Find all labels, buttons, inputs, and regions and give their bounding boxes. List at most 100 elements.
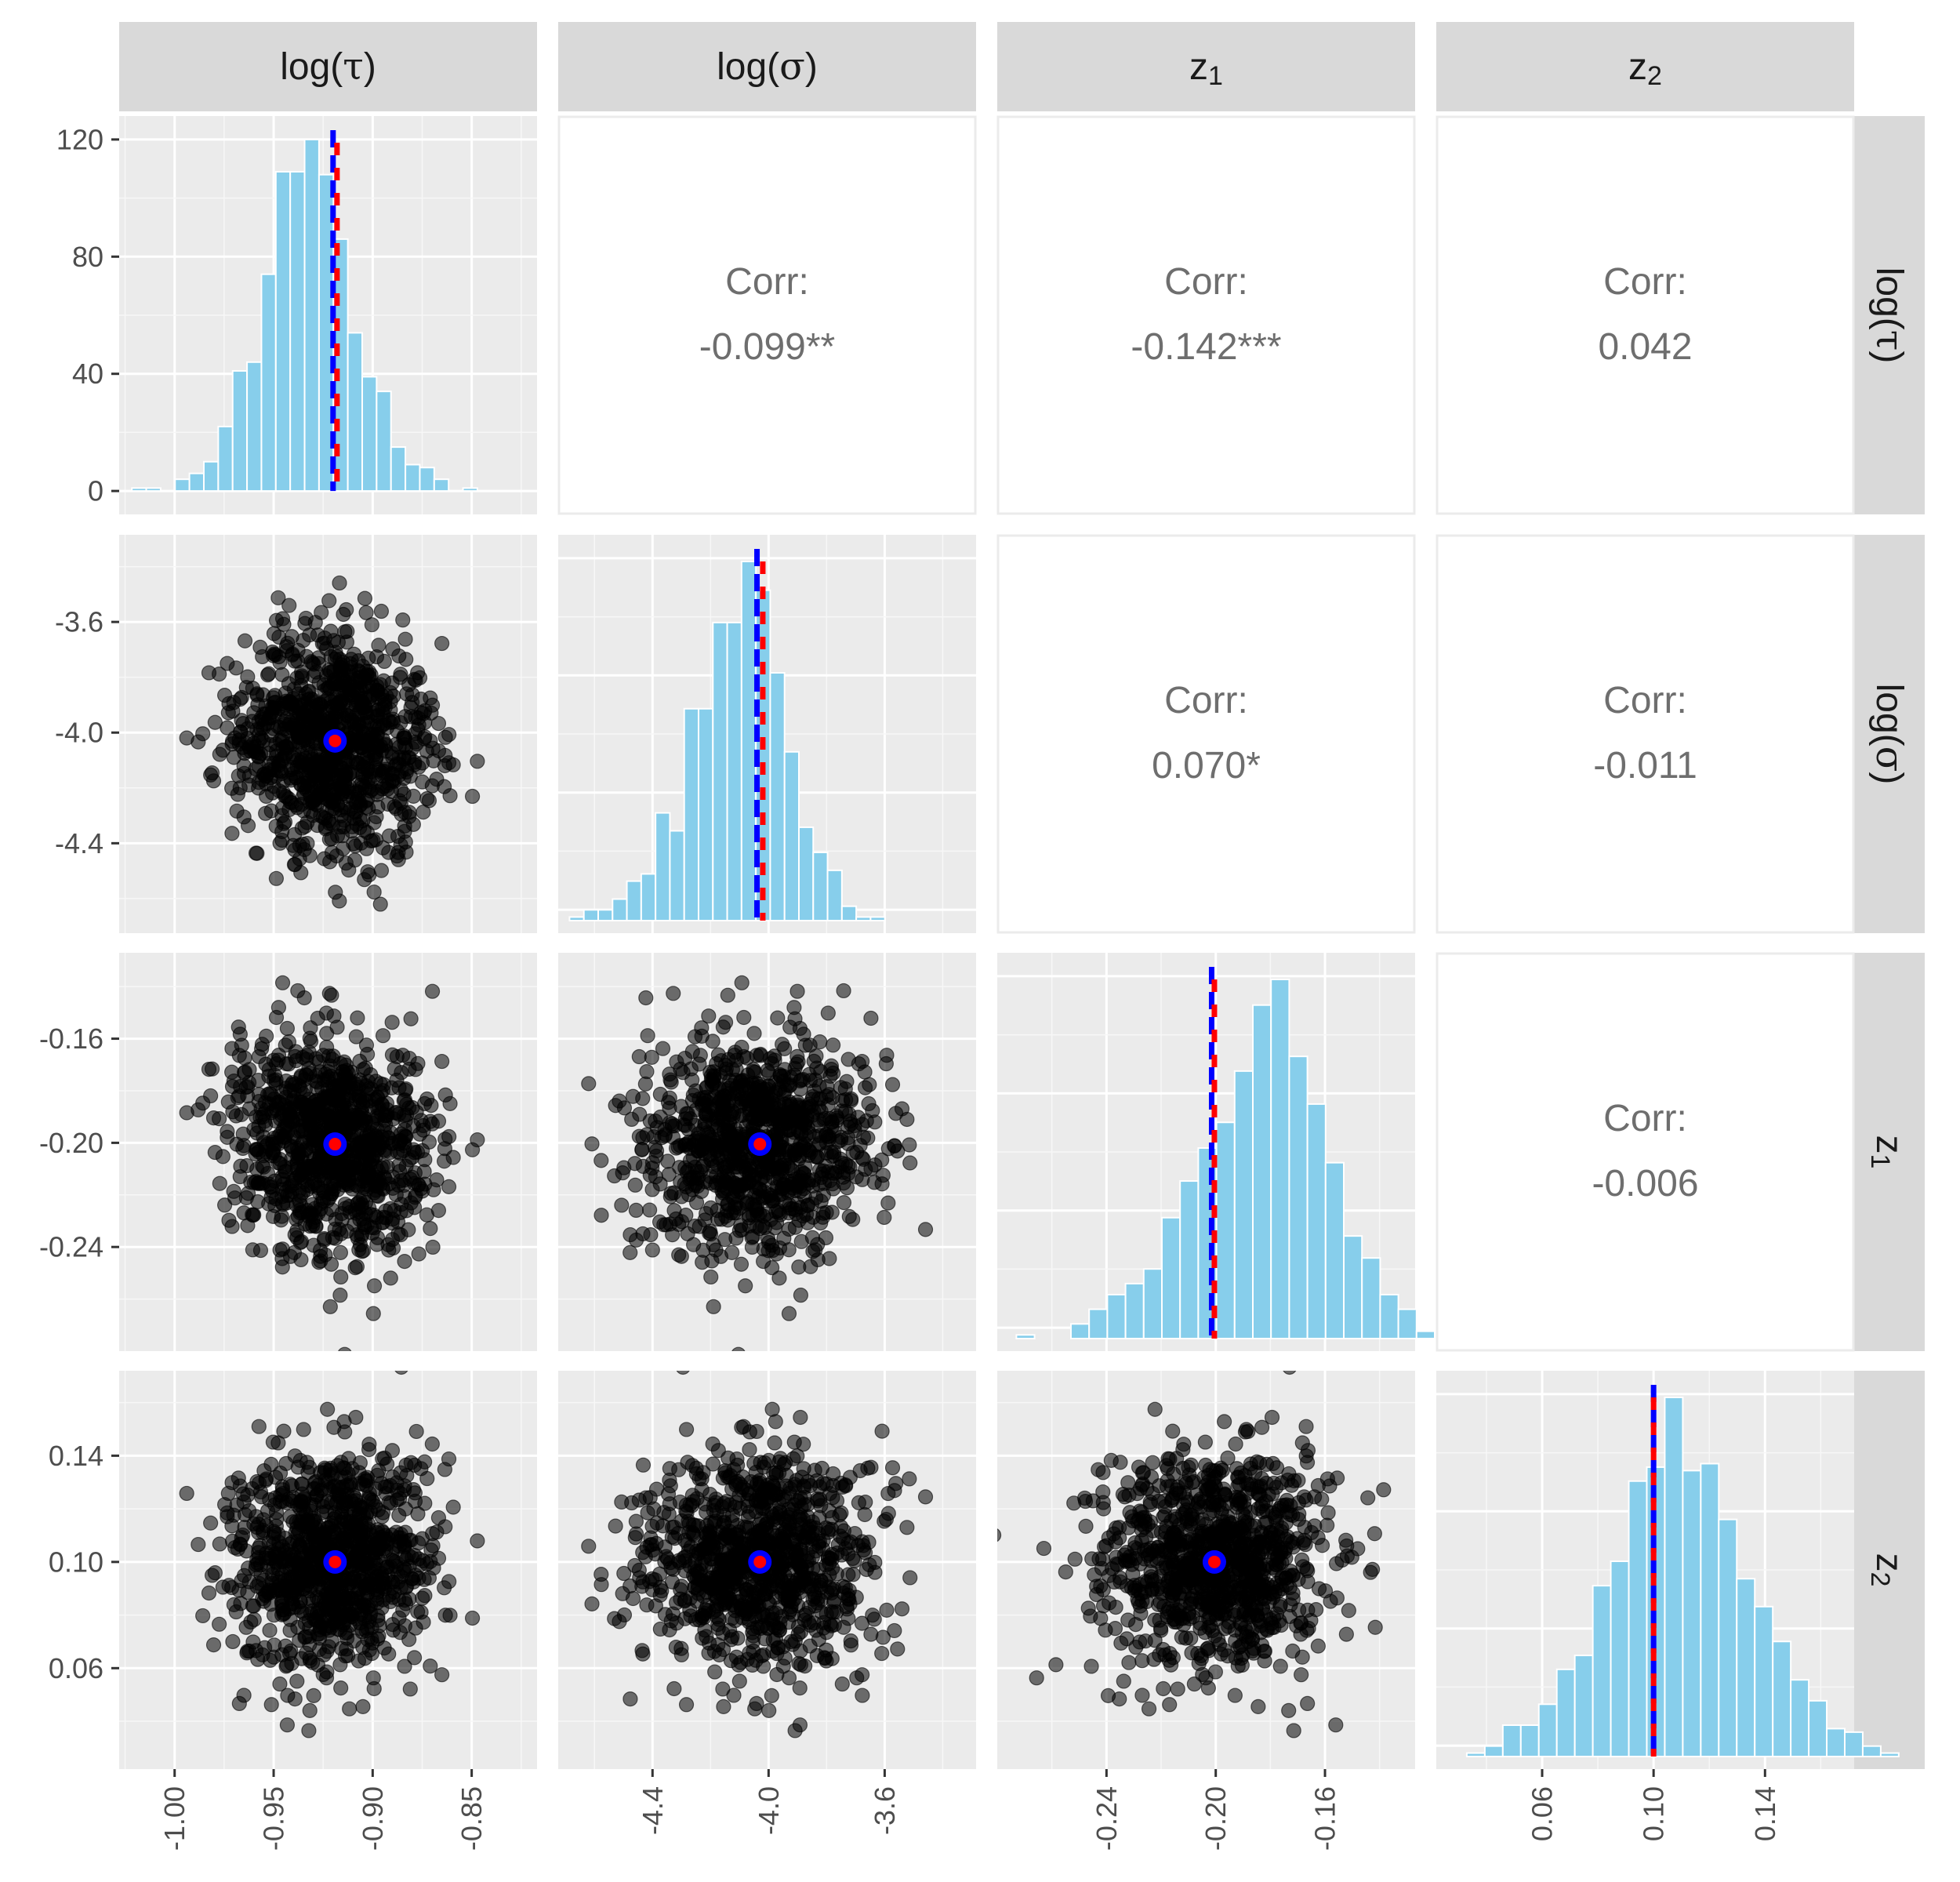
scatter-point bbox=[804, 1230, 820, 1245]
scatter-point bbox=[368, 1499, 383, 1514]
scatter-point bbox=[330, 634, 347, 650]
scatter-point bbox=[243, 1614, 259, 1630]
hist-bar bbox=[1288, 1055, 1308, 1339]
scatter-point bbox=[815, 1476, 831, 1491]
scatter-point bbox=[845, 1212, 861, 1227]
scatter-point bbox=[401, 1632, 417, 1648]
scatter-point bbox=[781, 1306, 797, 1321]
scatter-point bbox=[391, 1135, 407, 1152]
scatter-point bbox=[232, 780, 248, 796]
scatter-point bbox=[369, 1584, 386, 1600]
scatter-point bbox=[304, 756, 321, 772]
hist-bar bbox=[1252, 1004, 1272, 1339]
scatter-point bbox=[410, 1506, 426, 1522]
scatter-point bbox=[385, 1622, 401, 1638]
scatter-point bbox=[383, 1270, 398, 1286]
scatter-point bbox=[411, 1570, 426, 1586]
scatter-point bbox=[634, 1643, 650, 1659]
scatter-point bbox=[593, 1577, 609, 1593]
scatter-point bbox=[265, 1434, 281, 1450]
scatter-point bbox=[766, 1124, 782, 1139]
scatter-point bbox=[324, 987, 339, 1003]
scatter-point bbox=[369, 1467, 385, 1483]
scatter-point bbox=[363, 1207, 379, 1223]
scatter-point bbox=[252, 639, 268, 656]
right-strip-logsigma bbox=[1854, 535, 1925, 933]
hist-bar bbox=[1106, 1293, 1127, 1339]
scatter-point bbox=[429, 1172, 445, 1188]
hist-bar bbox=[202, 460, 220, 492]
scatter-point bbox=[372, 896, 388, 912]
scatter-point bbox=[745, 1634, 760, 1650]
scatter-point bbox=[797, 1658, 813, 1674]
scatter-point bbox=[608, 1098, 623, 1114]
scatter-point bbox=[273, 1212, 289, 1228]
hist-bar bbox=[1361, 1257, 1381, 1340]
scatter-point bbox=[334, 1575, 350, 1590]
scatter-point bbox=[361, 1441, 377, 1458]
scatter-point bbox=[298, 610, 314, 627]
scatter-point bbox=[336, 1498, 351, 1513]
scatter-point bbox=[389, 1492, 405, 1508]
scatter-point bbox=[292, 1188, 308, 1204]
scatter-point bbox=[694, 1020, 710, 1036]
scatter-point bbox=[607, 1168, 622, 1184]
scatter-point bbox=[338, 1346, 352, 1351]
scatter-point bbox=[229, 803, 245, 819]
scatter-point bbox=[280, 635, 296, 651]
scatter-point bbox=[678, 1697, 695, 1713]
scatter-point bbox=[684, 1524, 700, 1541]
hist-bar bbox=[462, 487, 478, 492]
scatter-point bbox=[649, 1515, 665, 1531]
scatter-point bbox=[287, 1048, 303, 1064]
scatter-point bbox=[642, 1202, 658, 1218]
scatter-point bbox=[375, 1451, 390, 1466]
scatter-point bbox=[894, 1101, 910, 1117]
scatter-point bbox=[707, 1664, 723, 1680]
scatter-point bbox=[201, 1585, 217, 1601]
scatter-point bbox=[232, 1478, 248, 1494]
scatter-point bbox=[840, 1119, 856, 1135]
scatter-point bbox=[417, 1454, 433, 1470]
hist-bar bbox=[1610, 1560, 1630, 1757]
scatter-point bbox=[281, 598, 297, 613]
scatter-point bbox=[822, 1251, 837, 1266]
scatter-point bbox=[736, 1009, 752, 1026]
scatter-point bbox=[395, 612, 411, 628]
scatter-point bbox=[820, 1005, 836, 1021]
scatter-point bbox=[634, 1142, 650, 1157]
scatter-point bbox=[248, 845, 264, 861]
scatter-point bbox=[248, 1146, 263, 1162]
scatter-point bbox=[429, 1524, 445, 1540]
scatter-point bbox=[391, 739, 407, 755]
scatter-point bbox=[350, 1599, 365, 1615]
top-strip-z2 bbox=[1436, 22, 1854, 111]
hist-bar bbox=[1215, 1121, 1236, 1339]
scatter-point bbox=[825, 1037, 841, 1053]
hist-bar bbox=[1306, 1103, 1327, 1339]
hist-bar bbox=[855, 916, 872, 922]
scatter-point bbox=[616, 1565, 632, 1582]
scatter-point bbox=[274, 1241, 291, 1257]
scatter-point bbox=[207, 1565, 223, 1581]
scatter-point bbox=[399, 1579, 415, 1594]
scatter-point bbox=[303, 1538, 319, 1553]
scatter-point bbox=[352, 1573, 368, 1589]
scatter-point bbox=[286, 1130, 303, 1146]
scatter-point bbox=[728, 1230, 744, 1246]
scatter-point bbox=[638, 990, 654, 1006]
scatter-point bbox=[880, 1195, 896, 1211]
scatter-point bbox=[644, 1182, 660, 1197]
scatter-point bbox=[644, 1242, 660, 1258]
scatter-point bbox=[614, 1197, 630, 1213]
hist-bar bbox=[1700, 1462, 1720, 1758]
scatter-point bbox=[263, 1597, 279, 1612]
hist-bar bbox=[597, 909, 614, 922]
scatter-point bbox=[320, 1401, 336, 1417]
scatter-point bbox=[740, 1174, 756, 1190]
scatter-point bbox=[212, 747, 227, 762]
scatter-point bbox=[245, 714, 260, 729]
scatter-point bbox=[792, 1680, 808, 1696]
hist-bar bbox=[347, 332, 363, 492]
scatter-point bbox=[205, 773, 222, 789]
